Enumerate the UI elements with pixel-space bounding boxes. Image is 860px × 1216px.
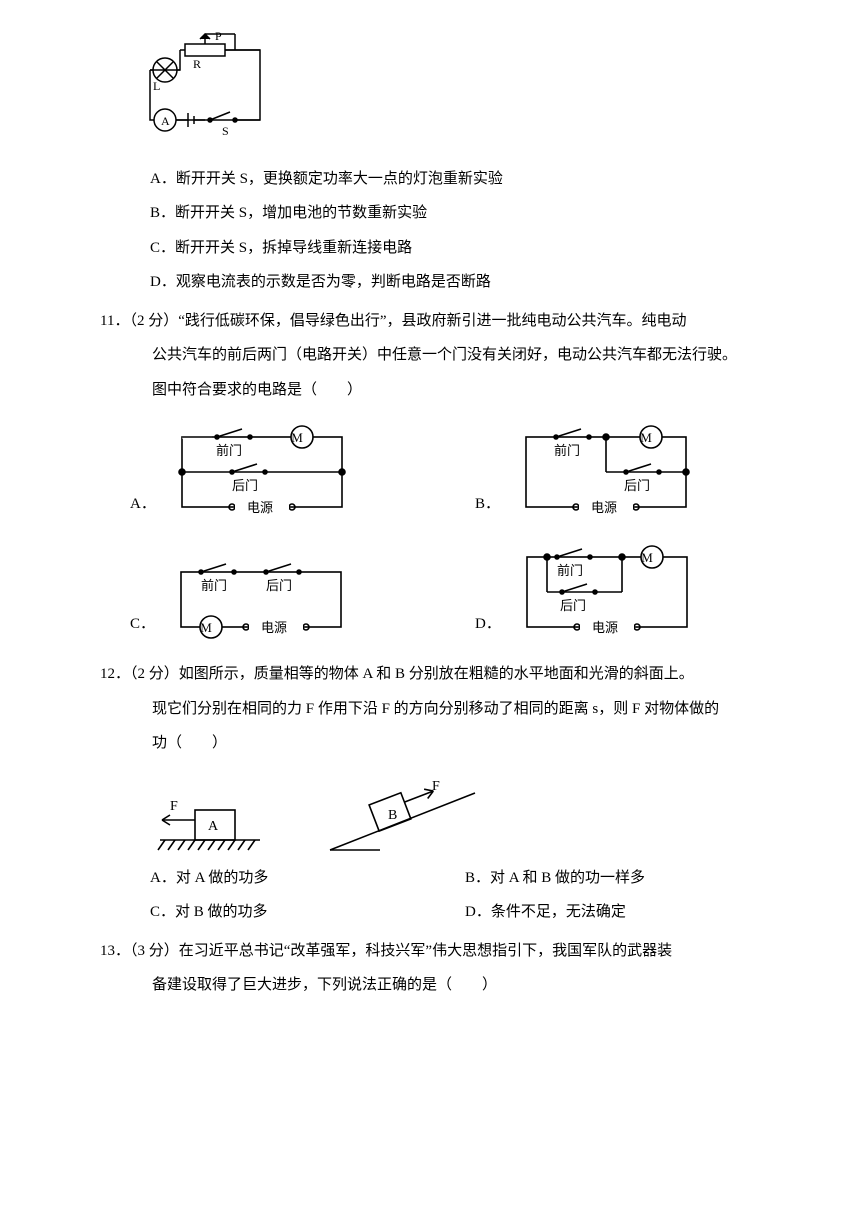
q12-option-a: A．对 A 做的功多: [150, 861, 465, 896]
svg-text:M: M: [640, 430, 652, 445]
q10-option-a: A．断开开关 S，更换额定功率大一点的灯泡重新实验: [150, 162, 780, 197]
q11-circuit-grid: A． M: [130, 417, 780, 647]
q10-option-c: C．断开开关 S，拆掉导线重新连接电路: [150, 231, 780, 266]
svg-text:M: M: [291, 430, 303, 445]
svg-text:S: S: [222, 124, 229, 138]
q12-option-b: B．对 A 和 B 做的功一样多: [465, 861, 780, 896]
svg-text:A: A: [161, 114, 170, 128]
q12-figure-b: F B: [320, 775, 480, 855]
q10-options: A．断开开关 S，更换额定功率大一点的灯泡重新实验 B．断开开关 S，增加电池的…: [150, 162, 780, 300]
q11-label-c: C．: [130, 607, 155, 642]
q12-body-2: 功（ ）: [152, 726, 780, 761]
q12-options: A．对 A 做的功多 B．对 A 和 B 做的功一样多 C．对 B 做的功多 D…: [150, 861, 780, 930]
svg-text:前门: 前门: [554, 443, 580, 458]
svg-text:后门: 后门: [560, 598, 586, 613]
q12-figures: F A F B: [150, 775, 780, 855]
svg-text:R: R: [193, 57, 201, 71]
q11-circuit-a: A． M: [130, 417, 435, 527]
svg-text:A: A: [208, 819, 219, 834]
q11-circuit-c: C． M 前门 后门 电源: [130, 537, 435, 647]
q12-option-d: D．条件不足，无法确定: [465, 895, 780, 930]
q11-label-b: B．: [475, 487, 500, 522]
q11-stem: 11．（2 分）“践行低碳环保，倡导绿色出行”，县政府新引进一批纯电动公共汽车。…: [100, 304, 780, 339]
svg-text:L: L: [153, 79, 160, 93]
q10-option-b: B．断开开关 S，增加电池的节数重新实验: [150, 196, 780, 231]
q10-circuit-figure: L P R A S: [130, 30, 780, 154]
q11-label-d: D．: [475, 607, 501, 642]
q11-body-1: 公共汽车的前后两门（电路开关）中任意一个门没有关闭好，电动公共汽车都无法行驶。: [152, 338, 780, 373]
q12-stem: 12．（2 分）如图所示，质量相等的物体 A 和 B 分别放在粗糙的水平地面和光…: [100, 657, 780, 692]
svg-text:后门: 后门: [232, 478, 258, 493]
svg-text:后门: 后门: [266, 578, 292, 593]
svg-text:B: B: [388, 808, 397, 823]
svg-text:电源: 电源: [592, 620, 618, 635]
svg-text:电源: 电源: [261, 620, 287, 635]
svg-text:电源: 电源: [247, 500, 273, 515]
svg-text:F: F: [432, 779, 440, 794]
q12-option-c: C．对 B 做的功多: [150, 895, 465, 930]
q11-label-a: A．: [130, 487, 156, 522]
svg-text:P: P: [215, 30, 222, 43]
svg-text:前门: 前门: [557, 563, 583, 578]
q12-body-1: 现它们分别在相同的力 F 作用下沿 F 的方向分别移动了相同的距离 s，则 F …: [152, 692, 780, 727]
q12-figure-a: F A: [150, 785, 270, 855]
q11-body-2: 图中符合要求的电路是（ ）: [152, 373, 780, 408]
svg-text:F: F: [170, 799, 178, 814]
svg-text:电源: 电源: [591, 500, 617, 515]
svg-text:前门: 前门: [216, 443, 242, 458]
svg-text:前门: 前门: [201, 578, 227, 593]
q13-stem: 13．（3 分）在习近平总书记“改革强军，科技兴军”伟大思想指引下，我国军队的武…: [100, 934, 780, 969]
q11-circuit-d: D． M 前门 后门: [475, 537, 780, 647]
q10-option-d: D．观察电流表的示数是否为零，判断电路是否断路: [150, 265, 780, 300]
svg-text:M: M: [641, 550, 653, 565]
q11-circuit-b: B． M 前门 后门: [475, 417, 780, 527]
q13-body-1: 备建设取得了巨大进步，下列说法正确的是（ ）: [152, 968, 780, 1003]
svg-text:M: M: [200, 620, 212, 635]
svg-text:后门: 后门: [624, 478, 650, 493]
